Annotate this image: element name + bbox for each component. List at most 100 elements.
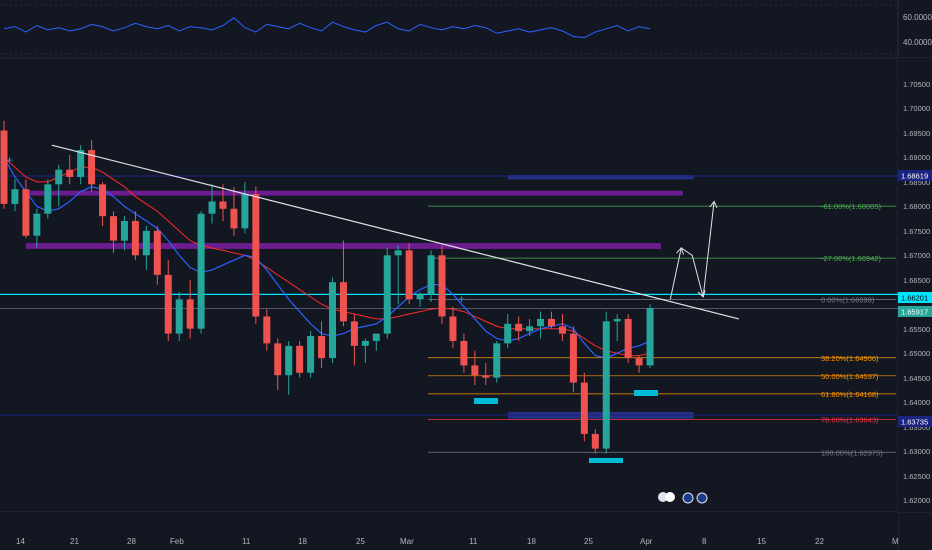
candle bbox=[318, 321, 326, 368]
time-label: 25 bbox=[584, 537, 593, 546]
candle-body bbox=[77, 150, 85, 177]
fib-extension-layer[interactable]: -61.00%(1.68005) -27.00%(1.66942) 0.00%(1.… bbox=[428, 202, 896, 457]
arrow-head-icon bbox=[676, 247, 684, 255]
candle-body bbox=[296, 345, 304, 373]
candle-body bbox=[142, 230, 150, 256]
candle-body bbox=[635, 358, 643, 366]
candle bbox=[33, 208, 41, 248]
svg-text:1.66201: 1.66201 bbox=[901, 294, 928, 303]
candle bbox=[131, 211, 139, 261]
price-badge-1.65917: 1.65917 bbox=[898, 306, 932, 317]
zone-purple bbox=[25, 190, 683, 196]
candle bbox=[0, 120, 8, 209]
price-label: 1.64500 bbox=[903, 374, 930, 383]
event-icon[interactable] bbox=[696, 492, 708, 504]
candle bbox=[22, 179, 30, 239]
candle bbox=[110, 211, 117, 253]
candle bbox=[175, 292, 183, 341]
svg-text:1.63735: 1.63735 bbox=[901, 418, 928, 427]
candle-body bbox=[208, 201, 216, 214]
fib-level-label: 61.80%(1.64168) bbox=[821, 390, 879, 399]
candle bbox=[44, 179, 52, 219]
candle-body bbox=[449, 316, 457, 341]
candle-body bbox=[624, 318, 632, 359]
rsi-axis-label-40: 40.0000 bbox=[903, 38, 932, 47]
time-axis[interactable] bbox=[0, 512, 898, 550]
time-label: 11 bbox=[242, 537, 251, 546]
price-label: 1.67500 bbox=[903, 227, 930, 236]
event-icons[interactable] bbox=[658, 492, 708, 504]
time-label: Mar bbox=[400, 537, 414, 546]
candle bbox=[99, 181, 107, 226]
event-icon[interactable] bbox=[682, 492, 694, 504]
price-label: 1.66500 bbox=[903, 276, 930, 285]
svg-text:1.65917: 1.65917 bbox=[901, 308, 928, 317]
price-label: 1.65000 bbox=[903, 349, 930, 358]
projection-path[interactable] bbox=[669, 201, 715, 300]
candle bbox=[558, 314, 566, 341]
price-label: 1.70000 bbox=[903, 104, 930, 113]
event-icon[interactable] bbox=[658, 492, 668, 502]
swing-low-marker bbox=[474, 398, 498, 404]
time-label: 18 bbox=[527, 537, 536, 546]
candle bbox=[460, 333, 468, 373]
time-label: Feb bbox=[170, 537, 184, 546]
fib-level-label: -27.00%(1.66942) bbox=[821, 254, 882, 263]
fib-level-label: -61.00%(1.68005) bbox=[821, 202, 882, 211]
price-badge-1.68619: 1.68619 bbox=[898, 170, 932, 181]
candle bbox=[252, 186, 260, 324]
candle bbox=[120, 216, 128, 251]
candle-body bbox=[482, 375, 490, 378]
candle bbox=[307, 331, 315, 378]
candle bbox=[569, 326, 577, 393]
price-axis[interactable] bbox=[898, 58, 932, 512]
candles-layer bbox=[0, 120, 654, 454]
time-label: 28 bbox=[127, 537, 136, 546]
candle bbox=[153, 225, 161, 285]
candle bbox=[142, 225, 150, 270]
rsi-pane[interactable]: 60.0000 40.0000 bbox=[0, 4, 932, 55]
price-label: 1.63500 bbox=[903, 423, 930, 432]
candle bbox=[591, 429, 599, 454]
fib-level-label: 100.00%(1.62975) bbox=[821, 448, 883, 457]
candle-body bbox=[186, 299, 194, 329]
drawings-layer[interactable] bbox=[51, 144, 739, 320]
candle-body bbox=[350, 321, 358, 346]
price-label: 1.63000 bbox=[903, 447, 930, 456]
candle-body bbox=[55, 169, 63, 185]
candle-body bbox=[493, 343, 501, 378]
candle-body bbox=[307, 336, 315, 373]
candle bbox=[361, 338, 369, 363]
plus-marker-icon: + bbox=[458, 292, 465, 306]
candle-body bbox=[537, 318, 545, 327]
candle bbox=[646, 304, 654, 368]
candle-body bbox=[515, 323, 523, 332]
candle bbox=[197, 211, 205, 334]
candle bbox=[372, 333, 380, 351]
zone-blue bbox=[507, 175, 694, 180]
candle-body bbox=[372, 333, 380, 341]
event-icon[interactable] bbox=[665, 492, 675, 502]
candle bbox=[296, 340, 304, 378]
price-label: 1.68500 bbox=[903, 178, 930, 187]
candle bbox=[504, 314, 512, 349]
arrow-head-icon bbox=[709, 200, 718, 209]
candle-body bbox=[219, 201, 227, 209]
rsi-axis-label-60: 60.0000 bbox=[903, 13, 932, 22]
price-badge-1.66201: 1.66201 bbox=[898, 292, 932, 303]
candle-body bbox=[99, 184, 107, 217]
candle-body bbox=[252, 194, 260, 317]
time-label: 11 bbox=[469, 537, 478, 546]
candle-body bbox=[110, 216, 117, 241]
price-label: 1.67000 bbox=[903, 251, 930, 260]
moving-averages-layer bbox=[3, 157, 651, 359]
candle-body bbox=[44, 184, 52, 214]
candle bbox=[548, 311, 555, 329]
candle-body bbox=[329, 282, 336, 359]
candle-body bbox=[460, 340, 468, 366]
candle bbox=[350, 314, 358, 366]
candle bbox=[329, 277, 336, 363]
trendline[interactable] bbox=[51, 144, 739, 320]
candle-body bbox=[504, 323, 512, 344]
